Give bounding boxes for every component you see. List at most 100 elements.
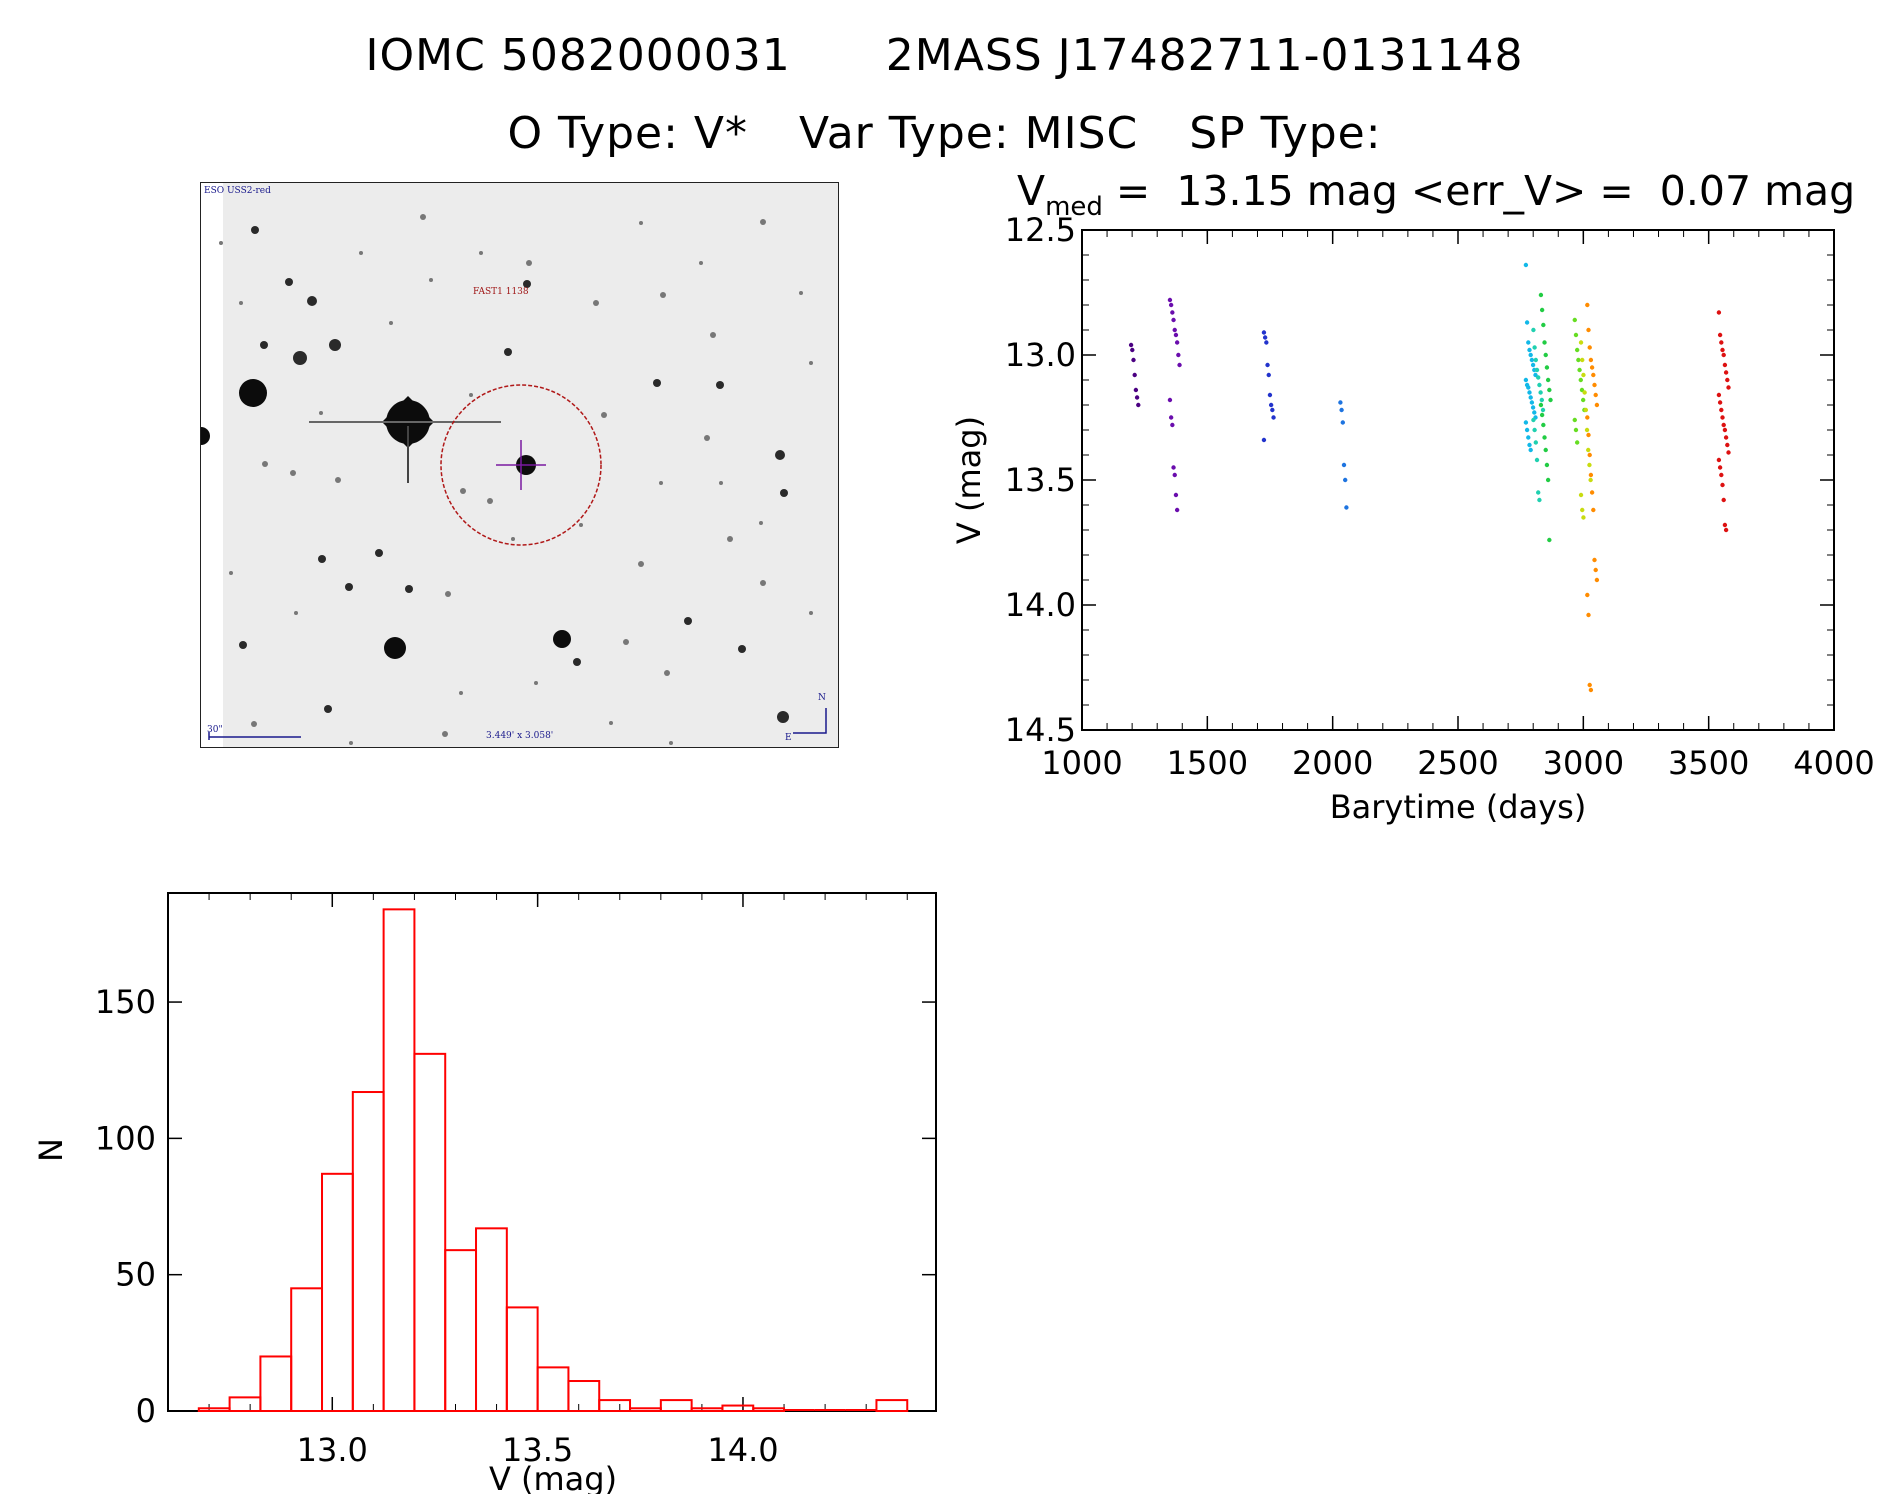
- star-52: [469, 393, 473, 397]
- hist-bar-8: [444, 1249, 478, 1412]
- lc-point-g1-3: [1171, 317, 1176, 323]
- lc-point-g10-7: [1725, 377, 1730, 383]
- star-42: [335, 477, 341, 483]
- lc-point-g10-6: [1723, 370, 1729, 375]
- lc-point-g5-6: [1538, 390, 1543, 395]
- lc-point-g1-12: [1171, 465, 1176, 470]
- lc-point-g3-0: [1338, 400, 1343, 405]
- target-crosshair: [496, 440, 546, 490]
- lc-point-g3-4: [1343, 477, 1348, 483]
- compass-arrows: [793, 708, 827, 734]
- lc-point-g10-23: [1722, 522, 1728, 528]
- star-59: [809, 361, 813, 365]
- lc-points: [1128, 262, 1731, 693]
- lc-point-g4-14: [1529, 400, 1535, 405]
- star-55: [359, 251, 363, 255]
- lc-point-g4-21: [1527, 442, 1532, 448]
- lc-point-g7-10: [1573, 427, 1579, 433]
- lc-point-g4-22: [1528, 447, 1533, 453]
- lc-point-g1-2: [1170, 310, 1175, 315]
- lc-point-g6-6: [1545, 377, 1551, 383]
- lc-point-g6-10: [1539, 412, 1545, 418]
- lc-point-g5-0: [1531, 327, 1536, 333]
- star-15: [775, 450, 785, 460]
- lc-point-g10-19: [1717, 465, 1723, 470]
- lc-xtick-label: 3000: [1543, 744, 1624, 782]
- hist-bar-6: [382, 908, 416, 1413]
- hist-bar-16: [690, 1407, 724, 1412]
- star-5: [384, 637, 406, 659]
- lc-xtick-label: 2000: [1292, 744, 1373, 782]
- star-45: [664, 670, 670, 676]
- lc-point-g5-1: [1532, 345, 1537, 350]
- lc-point-g10-14: [1722, 427, 1728, 433]
- lc-point-g2-7: [1270, 407, 1275, 413]
- star-25: [487, 498, 493, 504]
- lc-plot-frame: [1081, 229, 1835, 731]
- spectral-type: SP Type:: [1189, 108, 1382, 159]
- star-32: [239, 641, 247, 649]
- lc-point-g9-0: [1585, 302, 1590, 308]
- star-44: [573, 658, 581, 666]
- hist-axes: 13.0 13.5 14.0 0 50 100 150: [95, 893, 936, 1469]
- sky-image: ESO USS2-red FAST1 1138 30" 3.449' x 3.0…: [200, 182, 839, 748]
- hist-bar-15: [659, 1399, 693, 1412]
- lc-point-g4-16: [1532, 410, 1537, 415]
- star-58: [799, 291, 803, 295]
- star-3: [201, 427, 210, 445]
- hist-ylabel: N: [32, 1138, 70, 1162]
- hist-bar-1: [228, 1396, 262, 1412]
- field-of-view-label: 3.449' x 3.058': [486, 731, 554, 741]
- lc-point-g9-20: [1587, 682, 1592, 688]
- lc-point-g10-17: [1726, 450, 1731, 455]
- lc-point-g10-3: [1720, 347, 1725, 353]
- lc-point-g9-12: [1588, 472, 1594, 478]
- lc-point-g1-0: [1167, 297, 1173, 303]
- star-11: [260, 341, 268, 349]
- lc-point-g0-4: [1133, 387, 1139, 393]
- lc-point-g7-9: [1572, 417, 1577, 423]
- lc-point-g0-0: [1128, 342, 1134, 348]
- hist-bars: [197, 908, 909, 1413]
- star-67: [669, 741, 673, 745]
- lc-point-g6-7: [1547, 387, 1552, 393]
- object-identifiers: IOMC 5082000031 2MASS J17482711-0131148: [0, 30, 1889, 81]
- lc-point-g9-9: [1585, 415, 1590, 420]
- star-30: [442, 731, 448, 737]
- lc-point-g6-2: [1541, 322, 1546, 328]
- lc-point-g7-3: [1576, 357, 1581, 363]
- lc-point-g4-15: [1530, 405, 1536, 410]
- lc-point-g10-5: [1722, 362, 1728, 368]
- hist-bar-4: [321, 1172, 354, 1413]
- lc-point-g6-9: [1538, 402, 1544, 408]
- hist-bar-9: [475, 1227, 508, 1412]
- star-38: [601, 412, 607, 418]
- star-4: [293, 351, 307, 365]
- compass-east-label: E: [785, 733, 792, 743]
- lc-point-g9-14: [1591, 507, 1596, 513]
- lc-point-g2-2: [1264, 340, 1269, 345]
- lc-point-g0-3: [1132, 372, 1137, 378]
- star-27: [318, 555, 326, 563]
- hist-bar-0: [197, 1407, 231, 1412]
- lc-point-g7-4: [1577, 367, 1582, 373]
- object-type: O Type: V*: [507, 108, 749, 159]
- target-label: FAST1 1138: [473, 287, 529, 297]
- lc-point-g3-2: [1340, 420, 1346, 425]
- survey-label: ESO USS2-red: [204, 186, 271, 196]
- lc-point-g5-14: [1537, 497, 1542, 503]
- star-43: [262, 461, 268, 467]
- star-51: [511, 537, 515, 541]
- lc-point-g1-9: [1167, 397, 1173, 403]
- lc-point-g4-1: [1524, 320, 1530, 325]
- iomc-id: IOMC 5082000031: [365, 30, 791, 81]
- lc-xtick-label: 2500: [1417, 744, 1498, 782]
- lc-point-g9-6: [1592, 382, 1597, 388]
- lc-point-g4-6: [1530, 362, 1536, 368]
- lc-point-g9-18: [1585, 592, 1590, 598]
- lc-point-g10-16: [1725, 442, 1730, 448]
- lc-point-g4-20: [1526, 435, 1531, 440]
- lc-point-g3-1: [1339, 407, 1344, 413]
- aperture-circle: [440, 384, 602, 546]
- lc-point-g10-18: [1716, 457, 1722, 463]
